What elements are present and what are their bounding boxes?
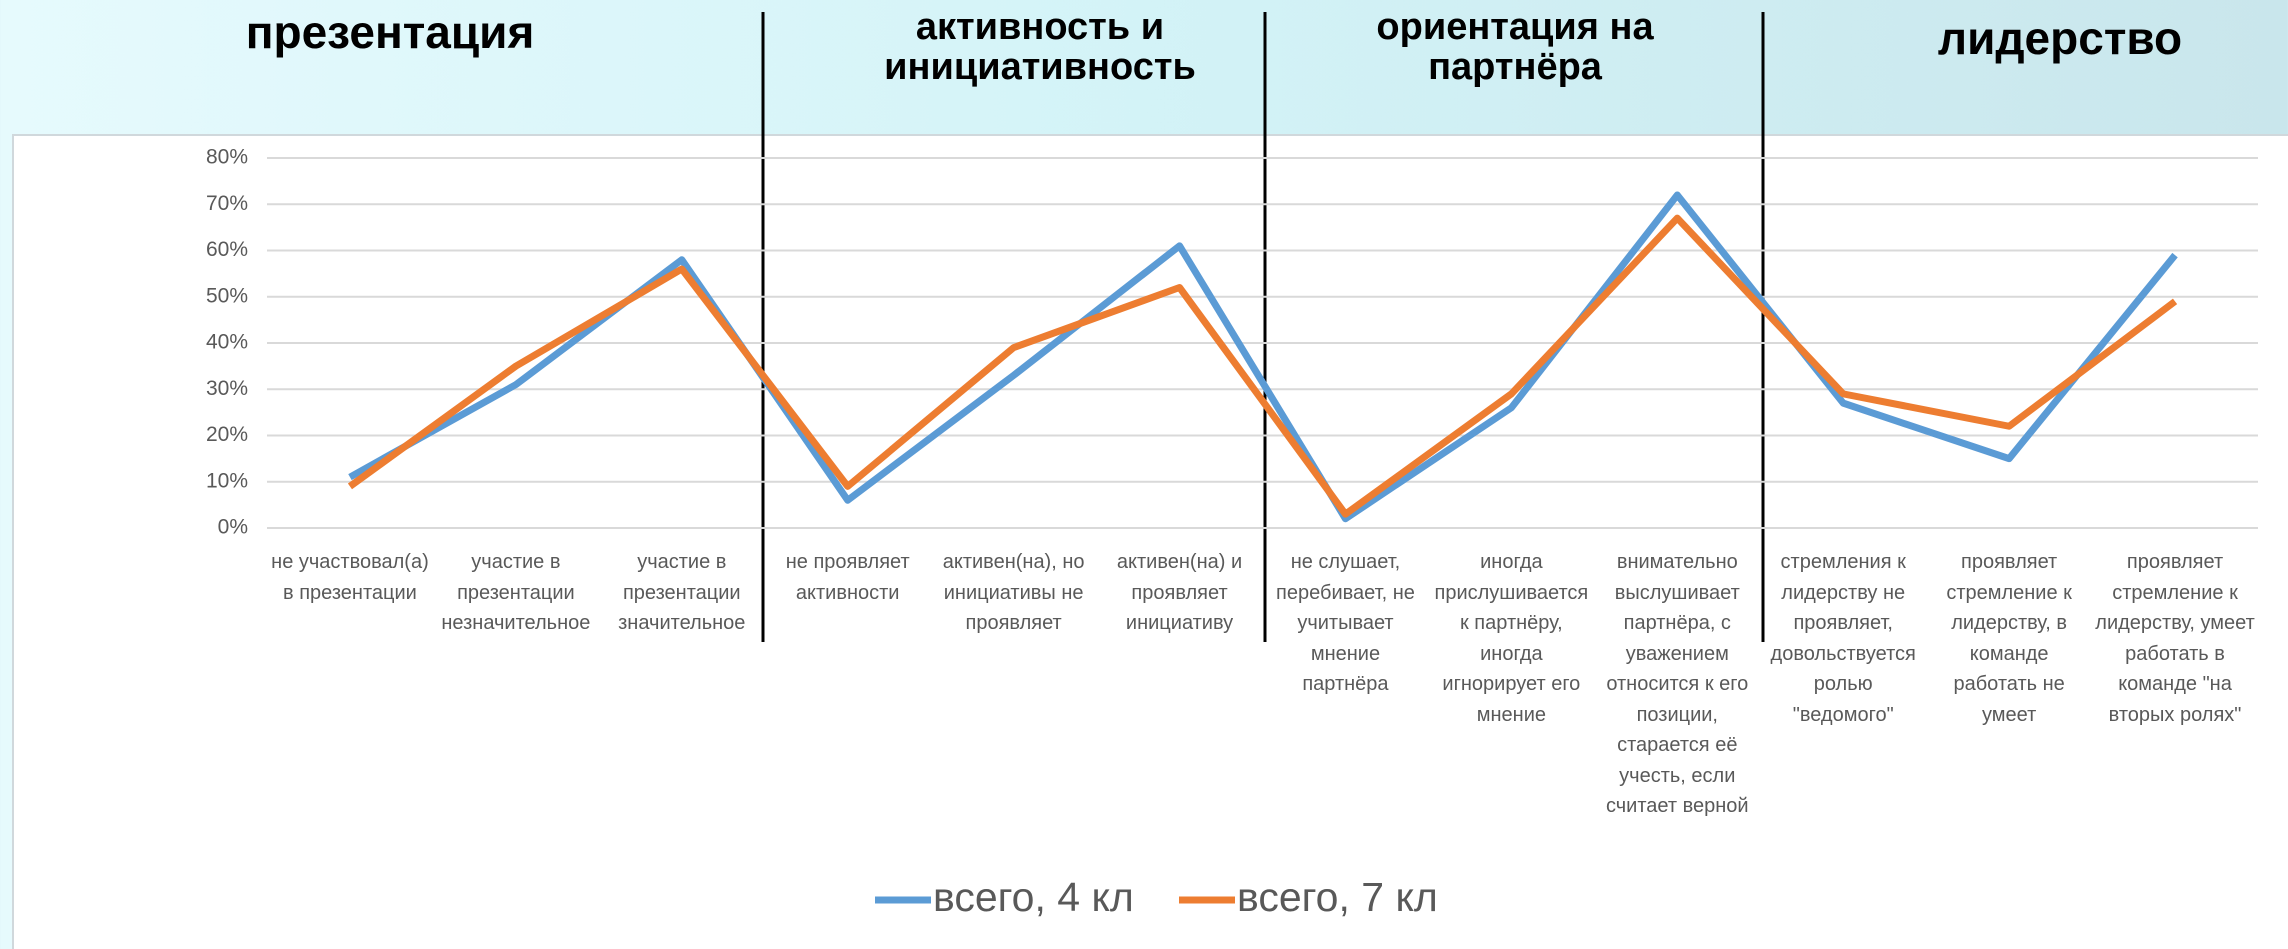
group-header: презентация xyxy=(245,6,535,58)
y-tick-label: 40% xyxy=(206,331,248,354)
x-tick-label: не участвовал(а) в презентации xyxy=(271,551,429,604)
series-line xyxy=(348,191,2178,523)
y-tick-label: 60% xyxy=(206,238,248,261)
legend-label: всего, 7 кл xyxy=(1237,874,1438,920)
x-tick-label: активен(на) и проявляет инициативу xyxy=(1116,551,1243,634)
group-header: ориентация на партнёра xyxy=(1376,6,1654,88)
group-header: лидерство xyxy=(1937,12,2183,64)
x-tick-label: не проявляет активности xyxy=(785,551,910,604)
x-tick-label: не слушает, перебивает, не учитывает мне… xyxy=(1276,551,1415,695)
y-tick-label: 20% xyxy=(206,423,248,446)
x-tick-label: участие в презентации незначительное xyxy=(441,551,591,634)
x-tick-label: проявляет стремление к лидерству, в кома… xyxy=(1946,551,2072,726)
x-tick-label: внимательно выслушивает партнёра, с уваж… xyxy=(1605,551,1749,817)
series-line xyxy=(347,214,2178,518)
y-tick-label: 70% xyxy=(206,192,248,215)
x-tick-label: участие в презентации значительное xyxy=(618,551,746,634)
x-tick-label: активен(на), но инициативы не проявляет xyxy=(942,551,1085,634)
x-tick-label: стремления к лидерству не проявляет, дов… xyxy=(1770,551,1916,726)
y-tick-label: 50% xyxy=(206,284,248,307)
y-tick-label: 10% xyxy=(206,469,248,492)
y-tick-label: 80% xyxy=(206,146,248,169)
y-tick-label: 30% xyxy=(206,377,248,400)
y-tick-label: 0% xyxy=(218,516,248,539)
x-tick-label: иногда прислушивается к партнёру, иногда… xyxy=(1434,551,1589,726)
x-tick-label: проявляет стремление к лидерству, умеет … xyxy=(2095,551,2255,726)
legend-label: всего, 4 кл xyxy=(933,874,1134,920)
group-header: активность и инициативность xyxy=(884,6,1196,88)
